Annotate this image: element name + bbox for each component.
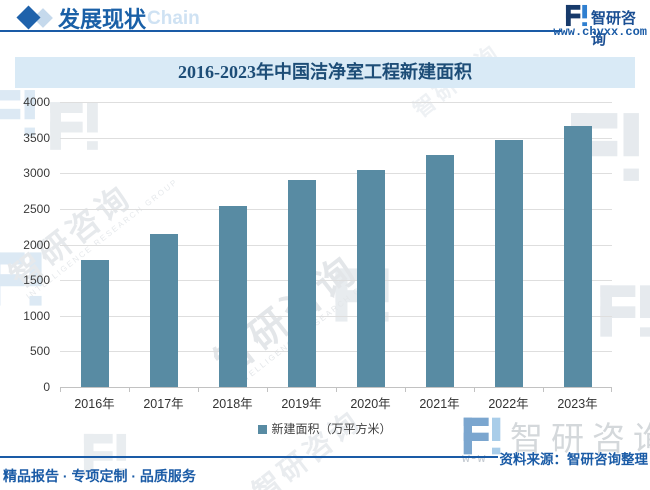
x-tick-label-2019年: 2019年	[281, 397, 322, 411]
x-axis-tick	[129, 388, 130, 392]
header-divider	[0, 30, 562, 32]
x-tick-label-2018年: 2018年	[212, 397, 253, 411]
chart-title: 2016-2023年中国洁净室工程新建面积	[178, 62, 472, 82]
gridline-1500	[60, 280, 612, 282]
x-axis-tick	[267, 388, 268, 392]
x-axis-tick	[60, 388, 61, 392]
gridline-4000	[60, 102, 612, 103]
x-axis-tick	[474, 388, 475, 392]
data-source-label: 资料来源：智研咨询整理	[499, 452, 649, 467]
legend-swatch	[258, 425, 268, 434]
x-tick-label-2017年: 2017年	[143, 397, 184, 411]
y-tick-label-500: 500	[29, 344, 50, 359]
bar-2021年	[425, 155, 454, 387]
bar-2023年	[563, 126, 592, 387]
x-tick-label-2016年: 2016年	[74, 397, 115, 411]
x-axis-tick	[543, 388, 544, 392]
x-tick-label-2020年: 2020年	[350, 397, 391, 411]
bar-2018年	[218, 206, 247, 387]
y-tick-label-2500: 2500	[23, 201, 50, 216]
legend-label: 新建面积（万平方米）	[271, 422, 392, 436]
y-tick-label-3500: 3500	[23, 130, 50, 145]
y-tick-label-1000: 1000	[23, 308, 50, 323]
y-tick-label-4000: 4000	[23, 95, 50, 109]
x-axis-tick	[611, 388, 612, 392]
y-tick-label-3000: 3000	[23, 166, 50, 181]
gridline-3500	[60, 137, 612, 139]
gridline-3000	[60, 173, 612, 175]
gridline-1000	[60, 315, 612, 317]
x-axis-tick	[336, 388, 337, 392]
gridline-2500	[60, 208, 612, 210]
y-axis: 0 500 1000 1500 2000 2500 3000 3500 4000	[0, 95, 52, 394]
bar-2016年	[80, 260, 109, 387]
x-tick-label-2022年: 2022年	[488, 397, 529, 411]
y-tick-label-1500: 1500	[23, 273, 50, 288]
x-axis-line	[60, 387, 612, 388]
bar-2017年	[149, 234, 178, 387]
x-tick-label-2021年: 2021年	[419, 397, 460, 411]
footer-divider	[0, 456, 498, 458]
y-tick-label-0: 0	[43, 380, 50, 394]
brand-name: 智研咨询	[591, 10, 637, 48]
chart-title-band: 2016-2023年中国洁净室工程新建面积	[15, 57, 635, 88]
watermark-url-fragment: w-w	[462, 451, 486, 466]
chart-legend: 新建面积（万平方米）	[0, 420, 650, 438]
gridline-500	[60, 351, 612, 353]
watermark-brand-text: 智研咨询	[247, 404, 368, 490]
brand-logo-icon	[565, 4, 588, 27]
brand-url: www.chyxx.com	[553, 25, 647, 39]
x-tick-label-2023年: 2023年	[557, 397, 598, 411]
x-axis-tick	[198, 388, 199, 392]
x-axis-tick	[405, 388, 406, 392]
footer-tagline: 精品报告 · 专项定制 · 品质服务	[3, 468, 196, 484]
header-diamond-icon	[16, 5, 41, 30]
bar-2020年	[356, 170, 385, 387]
bar-2019年	[287, 180, 316, 387]
gridline-2000	[60, 244, 612, 246]
section-title: 发展现状	[58, 7, 147, 32]
bar-2022年	[494, 140, 523, 387]
header-watermark-text: Chain	[147, 8, 200, 29]
y-tick-label-2000: 2000	[23, 237, 50, 252]
plot-area	[60, 102, 612, 392]
